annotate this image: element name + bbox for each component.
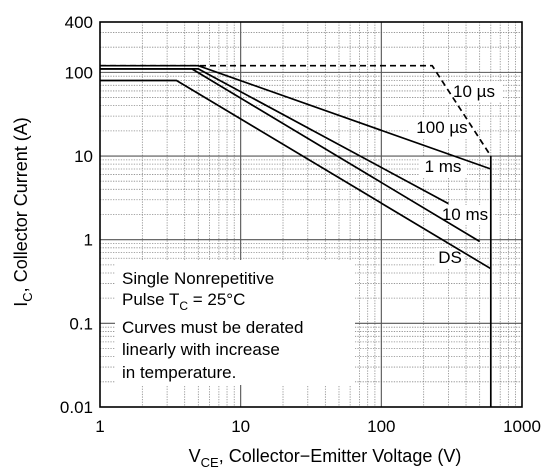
curves — [100, 64, 492, 407]
annotation-line-5: in temperature. — [122, 363, 236, 382]
y-tick-label: 10 — [74, 147, 93, 166]
curve-label-background — [436, 205, 494, 225]
curve-label: 10 µs — [453, 82, 495, 101]
y-tick-label: 0.1 — [69, 314, 93, 333]
curve-10-ms — [100, 68, 481, 243]
y-axis-title: IC, Collector Current (A) — [11, 117, 35, 306]
annotation-line-1: Single Nonrepetitive — [122, 269, 274, 288]
curve-label: 100 µs — [416, 118, 467, 137]
curve-label: 10 ms — [442, 205, 488, 224]
curve-label: DS — [438, 248, 462, 267]
y-tick-label: 100 — [65, 63, 93, 82]
curve-100-s — [100, 64, 492, 170]
x-tick-label: 1000 — [503, 417, 541, 436]
curve-labels: 10 µs 100 µs 1 ms 10 ms DS — [416, 82, 495, 267]
x-tick-label: 10 — [231, 417, 250, 436]
curve-label-background — [419, 157, 467, 177]
annotation-line-2: Pulse TC = 25°C — [122, 290, 245, 313]
x-tick-label: 100 — [367, 417, 395, 436]
y-tick-label: 400 — [65, 13, 93, 32]
curve-label: 1 ms — [425, 157, 462, 176]
annotation-line-4: linearly with increase — [122, 340, 280, 359]
curve-label-background — [435, 248, 465, 268]
annotation-background — [115, 260, 355, 385]
curve-label-background — [408, 118, 476, 138]
annotation-line-3: Curves must be derated — [122, 318, 303, 337]
y-tick-label: 1 — [84, 231, 93, 250]
curve-label-backgrounds — [408, 82, 503, 268]
y-tick-labels: 0.01 0.1 1 10 100 400 — [60, 13, 93, 417]
curve-ds — [100, 79, 492, 270]
x-axis-title: VCE, Collector−Emitter Voltage (V) — [189, 446, 462, 470]
y-tick-label: 0.01 — [60, 398, 93, 417]
curve-label-background — [445, 82, 503, 102]
x-tick-labels: 1 10 100 1000 — [95, 417, 541, 436]
curve-10-s — [100, 64, 492, 157]
x-tick-label: 1 — [95, 417, 104, 436]
plot-frame — [99, 21, 523, 408]
